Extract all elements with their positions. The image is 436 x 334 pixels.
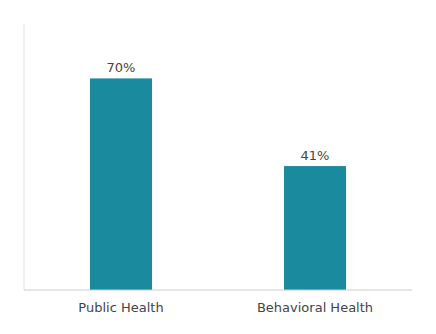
data-label: 70%	[107, 60, 136, 75]
x-tick-label: Public Health	[78, 300, 163, 315]
bar	[284, 166, 346, 290]
y-axis-line	[24, 24, 25, 290]
chart-container: 70% 41% Public Health Behavioral Health	[0, 0, 436, 334]
x-axis-line	[24, 290, 412, 291]
bars	[90, 78, 346, 290]
chart: 70% 41% Public Health Behavioral Health	[0, 0, 436, 334]
data-label: 41%	[301, 148, 330, 163]
x-tick-label: Behavioral Health	[257, 300, 373, 315]
bar	[90, 78, 152, 290]
